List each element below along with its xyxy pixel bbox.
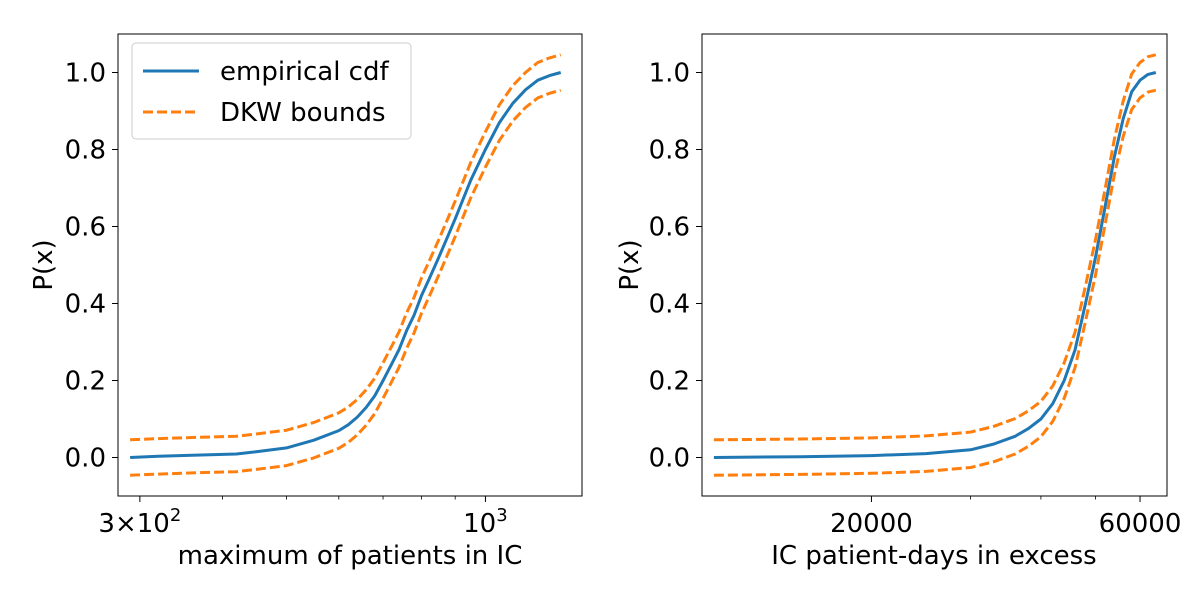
left-chart-dkw-lower-bound-line bbox=[130, 88, 562, 477]
right-chart-frame bbox=[701, 33, 1168, 497]
left-chart-lines bbox=[130, 53, 562, 477]
left-chart-x-axis-label: maximum of patients in IC bbox=[178, 541, 523, 571]
right-chart-y-tick-label-0-6: 0.6 bbox=[649, 213, 690, 243]
left-chart-empirical-cdf-line bbox=[130, 71, 562, 459]
left-chart-y-axis-label: P(x) bbox=[29, 239, 59, 290]
legend-label-empirical-cdf: empirical cdf bbox=[220, 57, 389, 87]
right-chart-x-axis-label: IC patient-days in excess bbox=[771, 541, 1096, 571]
right-chart-y-tick-label-0-2: 0.2 bbox=[649, 367, 690, 397]
right-chart-y-tick-label-1-0: 1.0 bbox=[649, 59, 690, 89]
right-chart-x-tick-label-60000: 60000 bbox=[1099, 509, 1182, 539]
left-chart-y-tick-label-1-0: 1.0 bbox=[65, 59, 106, 89]
legend-label-dkw-bounds: DKW bounds bbox=[220, 98, 386, 128]
right-chart-y-axis-label: P(x) bbox=[615, 239, 645, 290]
right-chart-lines bbox=[713, 53, 1157, 477]
left-chart-y-tick-label-0-2: 0.2 bbox=[65, 367, 106, 397]
legend-box bbox=[131, 42, 412, 140]
right-chart: 0.0 0.2 0.4 0.6 0.8 1.0 20000 60000 IC patient-… bbox=[615, 33, 1182, 571]
left-chart-y-tick-label-0-6: 0.6 bbox=[65, 213, 106, 243]
left-chart-frame bbox=[117, 33, 583, 497]
right-chart-ticks: 0.0 0.2 0.4 0.6 0.8 1.0 20000 60000 bbox=[649, 59, 1182, 540]
left-chart-y-tick-label-0-0: 0.0 bbox=[65, 444, 106, 474]
left-chart: 0.00.20.40.60.81.03×102 103 maximum of pa… bbox=[29, 33, 583, 571]
right-chart-y-tick-label-0-8: 0.8 bbox=[649, 136, 690, 166]
left-chart-x-tick-label-300: 3×102 bbox=[98, 505, 181, 539]
right-chart-y-tick-label-0-0: 0.0 bbox=[649, 444, 690, 474]
right-chart-empirical-cdf-line bbox=[713, 71, 1157, 459]
legend: empirical cdf DKW bounds bbox=[131, 42, 412, 140]
left-chart-y-tick-label-0-8: 0.8 bbox=[65, 136, 106, 166]
right-chart-y-tick-label-0-4: 0.4 bbox=[649, 290, 690, 320]
right-chart-dkw-upper-bound-line bbox=[713, 53, 1157, 442]
right-chart-dkw-lower-bound-line bbox=[713, 88, 1157, 477]
right-chart-x-tick-label-20000: 20000 bbox=[830, 509, 913, 539]
left-chart-dkw-upper-bound-line bbox=[130, 53, 562, 442]
left-chart-y-tick-label-0-4: 0.4 bbox=[65, 290, 106, 320]
